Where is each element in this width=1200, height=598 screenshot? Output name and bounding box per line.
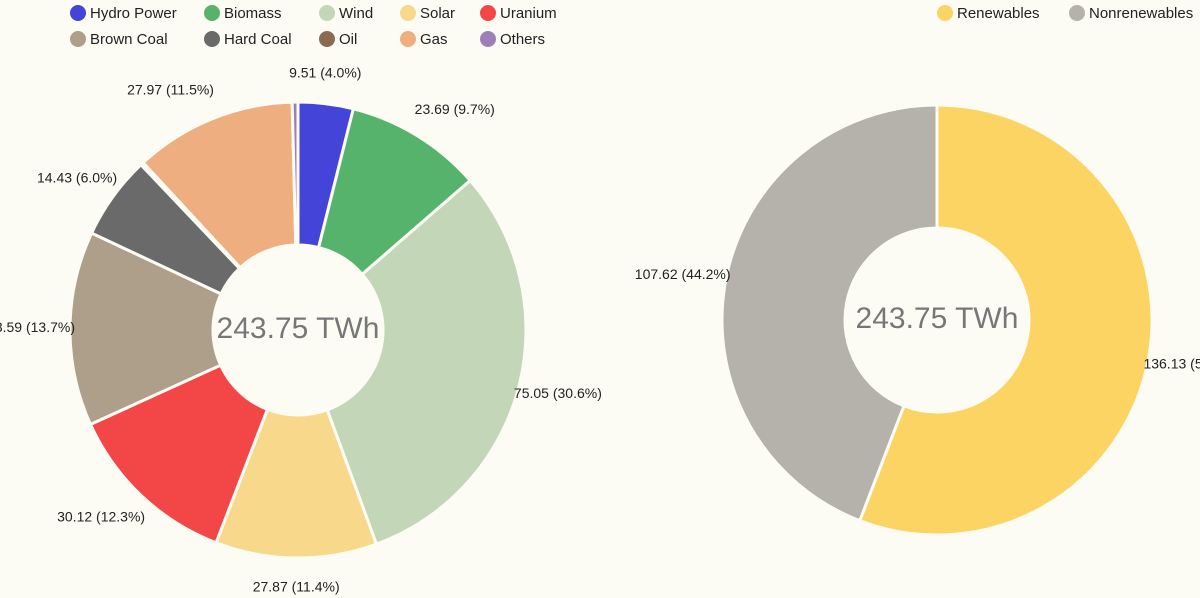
legend-label: Biomass [224, 5, 282, 22]
legend-swatch [480, 5, 496, 21]
value-label: 136.13 (55.8%) [1143, 355, 1200, 371]
donut-slice [290, 100, 300, 247]
donut-slice [858, 103, 1154, 537]
legend-swatch [70, 31, 86, 47]
legend-label: Wind [339, 5, 373, 22]
value-label: 23.69 (9.7%) [415, 101, 495, 117]
legend-label: Others [500, 31, 545, 48]
value-label: 27.97 (11.5%) [127, 82, 214, 98]
donut-slice [325, 179, 528, 546]
value-label: 75.05 (30.6%) [514, 385, 602, 401]
value-label: 27.87 (11.4%) [253, 579, 340, 595]
center-label: 243.75 TWh [217, 312, 380, 345]
donut-slice [720, 103, 939, 523]
value-label: 107.62 (44.2%) [635, 266, 731, 282]
legend-swatch [319, 5, 335, 21]
donut-slice [214, 407, 378, 560]
legend-label: Hard Coal [224, 31, 292, 48]
legend-label: Oil [339, 31, 357, 48]
legend-swatch [1069, 5, 1085, 21]
legend-swatch [319, 31, 335, 47]
legend-label: Renewables [957, 5, 1040, 22]
value-label: 9.51 (4.0%) [289, 65, 361, 81]
legend-swatch [70, 5, 86, 21]
center-label: 243.75 TWh [856, 302, 1019, 335]
value-label: 14.43 (6.0%) [37, 170, 117, 186]
legend-label: Solar [420, 5, 455, 22]
legend-swatch [937, 5, 953, 21]
legend-swatch [480, 31, 496, 47]
legend-label: Nonrenewables [1089, 5, 1193, 22]
legend-label: Gas [420, 31, 448, 48]
legend-swatch [400, 5, 416, 21]
donut-slice [141, 100, 298, 270]
legend-swatch [204, 31, 220, 47]
donut-slice [88, 363, 269, 545]
legend-swatch [400, 31, 416, 47]
donut-slice [317, 107, 472, 276]
value-label: 33.59 (13.7%) [0, 319, 75, 335]
value-label: 30.12 (12.3%) [57, 508, 145, 524]
legend-swatch [204, 5, 220, 21]
donut-slice [68, 231, 223, 426]
legend-label: Brown Coal [90, 31, 168, 48]
legend-label: Hydro Power [90, 5, 177, 22]
legend-label: Uranium [500, 5, 557, 22]
